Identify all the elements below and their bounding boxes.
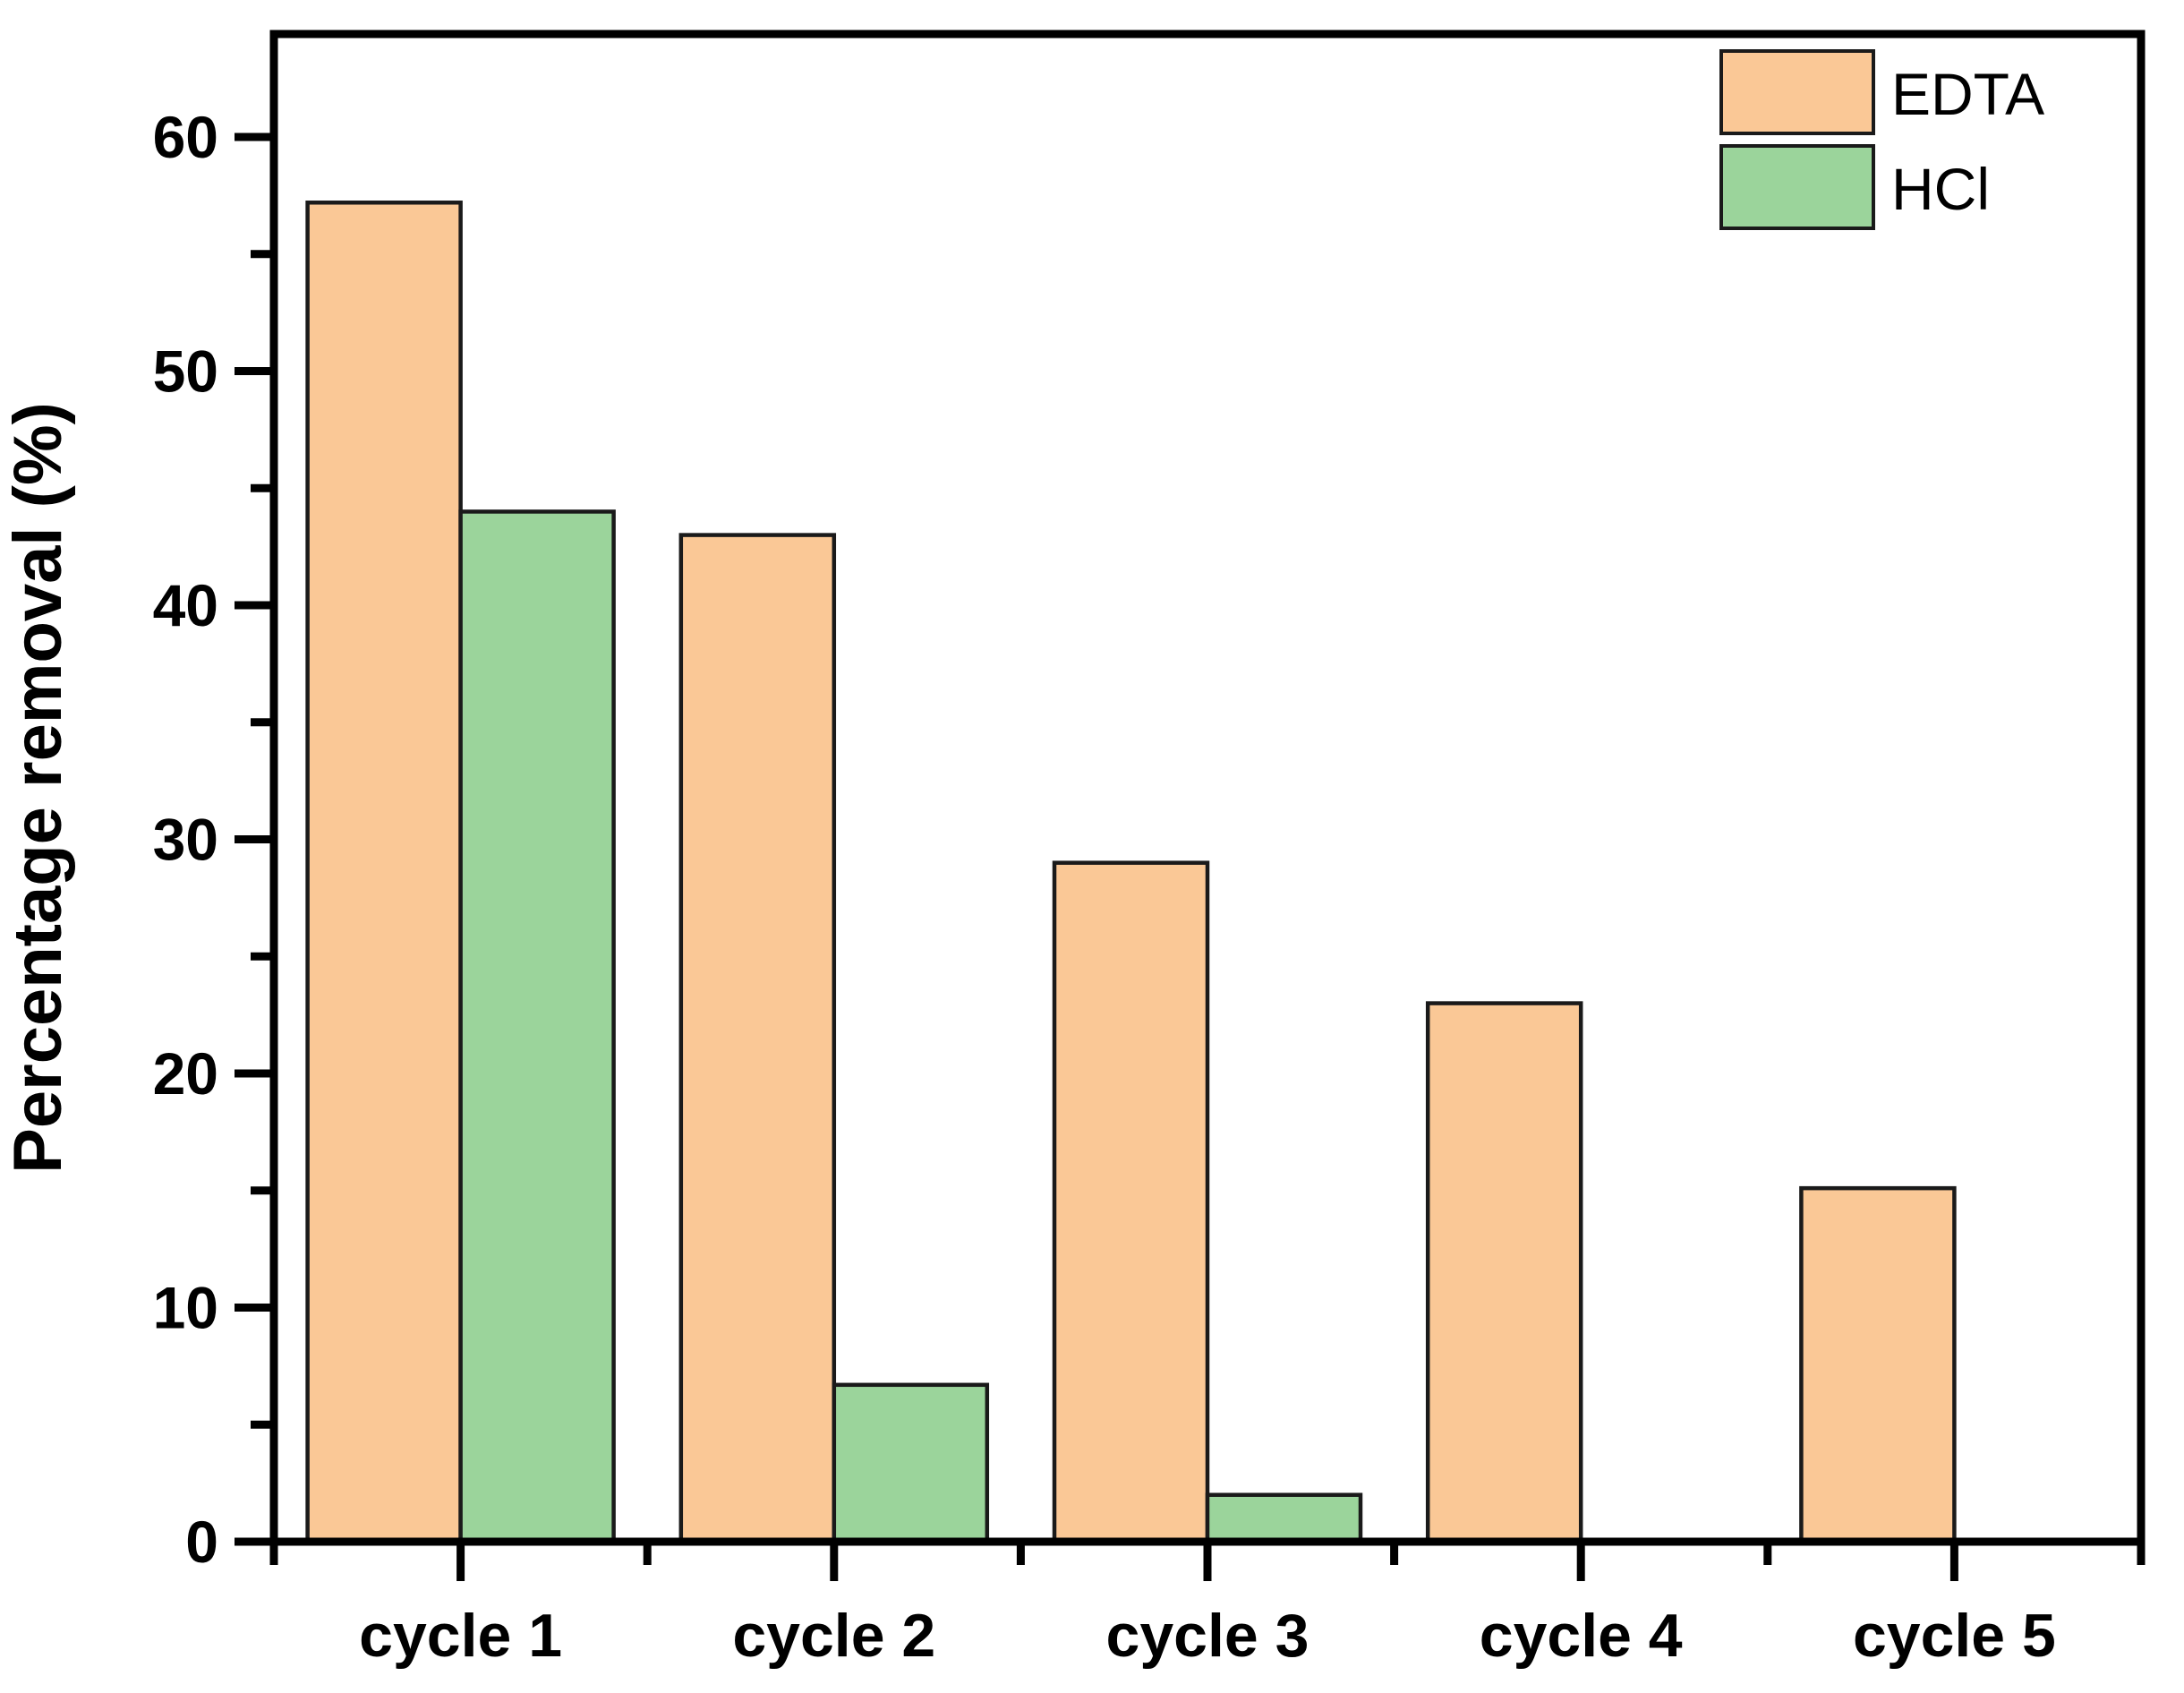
- bar-edta-cycle-2: [678, 533, 837, 1544]
- y-tick-label-20: 20: [153, 1040, 218, 1107]
- x-tick-label-4: cycle 4: [1480, 1602, 1683, 1670]
- y-axis-title: Percentage removal (%): [0, 402, 76, 1174]
- x-tick-label-2: cycle 2: [732, 1602, 935, 1670]
- x-tick-label-1: cycle 1: [359, 1602, 562, 1670]
- x-tick-label-5: cycle 5: [1853, 1602, 2056, 1670]
- y-tick-label-10: 10: [153, 1275, 218, 1341]
- legend-swatch-hcl: [1719, 144, 1875, 230]
- bar-edta-cycle-3: [1052, 860, 1210, 1544]
- y-tick-label-30: 30: [153, 807, 218, 873]
- y-tick-label-0: 0: [185, 1509, 218, 1575]
- bar-edta-cycle-4: [1425, 1001, 1583, 1544]
- bars-layer: [305, 201, 1957, 1544]
- bar-hcl-cycle-2: [832, 1382, 990, 1544]
- legend-layer: EDTA HCl: [1719, 49, 2044, 230]
- y-tick-label-50: 50: [153, 338, 218, 405]
- legend-label-hcl: HCl: [1891, 156, 1990, 222]
- axes-layer: 0 10 20 30 40 50 60 cycle 1 cycle 2 cycle 3 cycle …: [0, 30, 2146, 1670]
- legend-label-edta: EDTA: [1891, 61, 2044, 127]
- bar-edta-cycle-5: [1799, 1185, 1957, 1544]
- legend-swatch-edta: [1719, 49, 1875, 135]
- bar-edta-cycle-1: [305, 201, 463, 1544]
- bar-hcl-cycle-1: [458, 509, 616, 1544]
- y-tick-label-40: 40: [153, 572, 218, 638]
- bar-hcl-cycle-3: [1205, 1492, 1363, 1544]
- x-tick-label-3: cycle 3: [1106, 1602, 1310, 1670]
- plot-border: [269, 30, 2146, 1546]
- y-tick-label-60: 60: [153, 104, 218, 170]
